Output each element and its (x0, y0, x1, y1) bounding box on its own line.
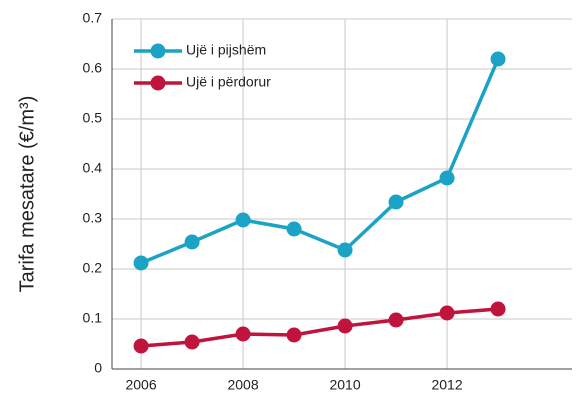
x-tick-label: 2006 (125, 377, 156, 393)
data-point (235, 212, 251, 228)
data-point (337, 318, 353, 334)
data-point (490, 301, 506, 317)
data-point (184, 334, 200, 350)
data-point (490, 51, 506, 67)
data-point (133, 338, 149, 354)
y-tick-label: 0.5 (83, 110, 103, 126)
legend-label: Ujë i përdorur (186, 74, 271, 90)
series-line (140, 307, 499, 348)
legend-label: Ujë i pijshëm (186, 42, 266, 58)
data-point (439, 170, 455, 186)
legend-marker (150, 43, 166, 59)
x-tick-label: 2010 (329, 377, 360, 393)
x-tick-label: 2008 (227, 377, 258, 393)
y-tick-label: 0.2 (83, 260, 103, 276)
x-tick-label: 2012 (431, 377, 462, 393)
data-point (439, 305, 455, 321)
legend-marker (150, 75, 166, 91)
y-axis-label: Tarifa mesatare (€/m³) (16, 96, 38, 293)
data-point (286, 327, 302, 343)
y-tick-label: 0.4 (83, 160, 103, 176)
data-point (337, 242, 353, 258)
series-line (140, 58, 500, 265)
data-point (235, 326, 251, 342)
y-tick-label: 0.3 (83, 210, 103, 226)
data-point (388, 312, 404, 328)
y-tick-label: 0 (94, 360, 102, 376)
data-point (184, 234, 200, 250)
data-point (388, 194, 404, 210)
data-point (133, 255, 149, 271)
data-point (286, 221, 302, 237)
y-tick-label: 0.7 (83, 10, 103, 26)
y-tick-label: 0.6 (83, 60, 103, 76)
y-tick-label: 0.1 (83, 310, 103, 326)
